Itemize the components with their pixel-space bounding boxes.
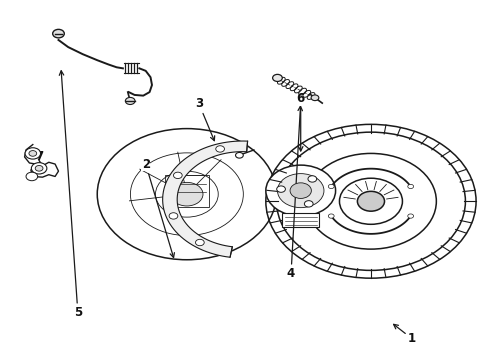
Circle shape bbox=[340, 178, 402, 224]
Circle shape bbox=[31, 163, 47, 174]
Text: 1: 1 bbox=[393, 324, 416, 345]
Text: 2: 2 bbox=[142, 158, 174, 257]
Circle shape bbox=[276, 132, 466, 270]
Circle shape bbox=[196, 239, 204, 246]
Circle shape bbox=[216, 146, 224, 152]
Circle shape bbox=[236, 152, 244, 158]
Circle shape bbox=[328, 214, 334, 218]
Circle shape bbox=[269, 127, 473, 276]
Circle shape bbox=[53, 30, 64, 38]
Circle shape bbox=[277, 186, 285, 192]
Text: 6: 6 bbox=[296, 92, 305, 151]
Text: 4: 4 bbox=[287, 106, 302, 280]
Circle shape bbox=[26, 172, 38, 181]
Circle shape bbox=[173, 172, 182, 179]
Circle shape bbox=[35, 166, 43, 171]
Polygon shape bbox=[163, 141, 247, 257]
Circle shape bbox=[290, 183, 311, 198]
FancyBboxPatch shape bbox=[282, 213, 319, 227]
Circle shape bbox=[29, 150, 37, 156]
Circle shape bbox=[272, 75, 282, 81]
Circle shape bbox=[304, 201, 313, 207]
Circle shape bbox=[171, 183, 203, 206]
Text: 5: 5 bbox=[59, 71, 82, 319]
Circle shape bbox=[277, 174, 324, 208]
Text: 7: 7 bbox=[35, 150, 44, 172]
Circle shape bbox=[308, 176, 317, 182]
Circle shape bbox=[408, 184, 414, 189]
Circle shape bbox=[155, 171, 218, 217]
Circle shape bbox=[266, 165, 336, 216]
Circle shape bbox=[25, 148, 41, 159]
Circle shape bbox=[328, 184, 334, 189]
Text: 3: 3 bbox=[195, 97, 215, 141]
Circle shape bbox=[357, 192, 385, 211]
Circle shape bbox=[169, 213, 178, 219]
Circle shape bbox=[408, 214, 414, 218]
Circle shape bbox=[125, 98, 135, 104]
Circle shape bbox=[311, 95, 319, 100]
Circle shape bbox=[306, 153, 437, 249]
Circle shape bbox=[97, 129, 276, 260]
